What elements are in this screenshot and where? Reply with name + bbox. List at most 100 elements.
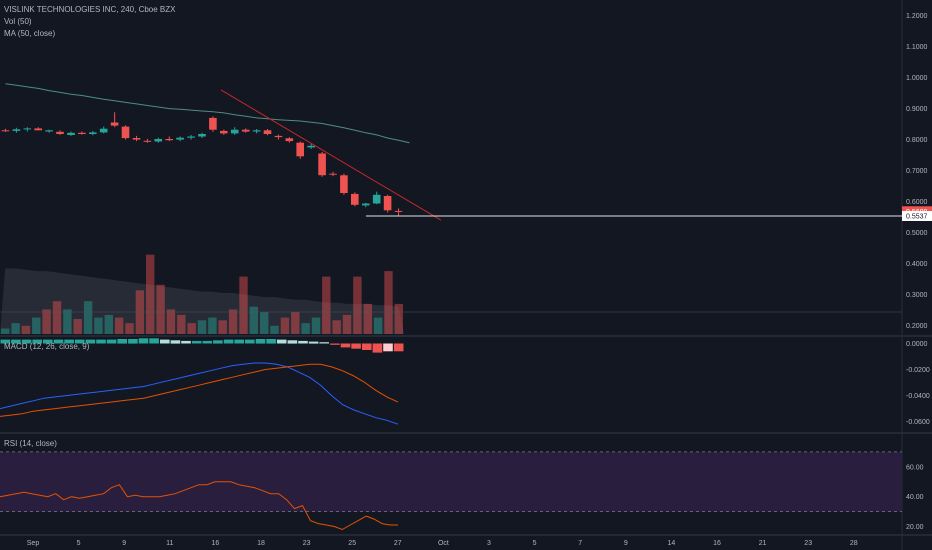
macd-histogram-bar: [234, 339, 244, 344]
candle-body: [89, 132, 97, 134]
rsi-tick-label: 60.00: [906, 464, 924, 471]
line-price-label: 0.5537: [906, 213, 928, 220]
macd-histogram-bar: [191, 340, 202, 344]
macd-tick-label: -0.0400: [906, 393, 930, 400]
candle-body: [241, 129, 250, 132]
macd-histogram-bar: [117, 339, 127, 344]
macd-histogram-bar: [319, 342, 329, 344]
time-tick-label: 23: [804, 540, 812, 547]
time-tick-label: 9: [624, 540, 628, 547]
volume-bar: [394, 303, 403, 334]
time-tick-label: Sep: [27, 540, 40, 547]
rsi-tick-label: 20.00: [906, 524, 924, 531]
volume-bar: [94, 317, 103, 334]
volume-bar: [228, 309, 238, 334]
volume-bar: [73, 319, 82, 334]
candle-body: [274, 135, 283, 138]
signal-line: [0, 363, 399, 417]
macd-histogram-bar: [149, 338, 159, 344]
candle-body: [351, 193, 359, 205]
macd-histogram-bar: [287, 340, 298, 344]
macd-histogram-bar: [202, 340, 213, 344]
rsi-tick-label: 40.00: [906, 494, 924, 501]
time-tick-label: 16: [212, 540, 220, 547]
candle-body: [285, 138, 294, 142]
macd-histogram-bar: [393, 343, 404, 352]
volume-bar: [291, 312, 300, 334]
volume-bar: [260, 312, 269, 334]
volume-bar: [11, 323, 20, 334]
ma-50-line: [5, 83, 410, 144]
volume-bar: [208, 317, 217, 334]
macd-histogram-bar: [181, 340, 191, 344]
volume-bar: [363, 303, 372, 334]
macd-legend: MACD (12, 26, close, 9): [4, 342, 90, 351]
macd-histogram-bar: [85, 339, 96, 344]
volume-legend: Vol (50): [4, 17, 32, 26]
macd-histogram-bar: [74, 339, 85, 344]
candle-body: [12, 129, 21, 131]
volume-bar: [353, 276, 362, 334]
volume-bar: [239, 276, 248, 334]
time-tick-label: 16: [713, 540, 721, 547]
macd-histogram-bar: [128, 339, 138, 344]
macd-histogram-bar: [64, 339, 74, 344]
price-tick-label: 1.2000: [906, 13, 928, 20]
volume-bar: [63, 309, 72, 334]
volume-bar: [104, 314, 113, 334]
rsi-band: [0, 451, 902, 512]
macd-histogram-bar: [308, 341, 319, 344]
macd-histogram-bar: [32, 339, 42, 344]
candle-body: [329, 173, 337, 175]
candle-body: [252, 130, 261, 132]
volume-bar: [384, 271, 393, 334]
macd-histogram-bar: [160, 339, 170, 344]
candle-body: [263, 130, 272, 134]
macd-histogram-bar: [43, 339, 53, 344]
macd-histogram-bar: [372, 343, 383, 353]
macd-histogram-bar: [138, 338, 149, 344]
macd-histogram-bar: [298, 340, 308, 344]
volume-ma-area: [0, 268, 404, 334]
volume-bar: [83, 301, 93, 334]
candle-body: [78, 132, 86, 134]
macd-histogram-bar: [53, 339, 64, 344]
macd-histogram-bar: [11, 339, 21, 344]
time-tick-label: 25: [348, 540, 356, 547]
candle-body: [110, 122, 119, 126]
macd-histogram-bar: [223, 339, 234, 344]
macd-histogram-bar: [351, 343, 361, 349]
time-tick-label: 28: [850, 540, 858, 547]
candle-body: [362, 203, 370, 206]
volume-bar: [373, 317, 383, 334]
price-tick-label: 0.2000: [906, 323, 928, 330]
candle-body: [187, 136, 195, 138]
macd-histogram-bar: [96, 339, 106, 344]
macd-histogram-bar: [170, 340, 181, 344]
volume-bar: [21, 325, 31, 334]
candle-body: [1, 130, 10, 132]
volume-bar: [32, 317, 41, 334]
candle-body: [230, 129, 239, 134]
candle-body: [340, 175, 348, 193]
volume-bar: [177, 314, 186, 334]
candle-body: [165, 139, 173, 141]
volume-bar: [280, 317, 290, 334]
macd-histogram-bar: [340, 343, 351, 348]
candle-body: [34, 128, 42, 131]
macd-histogram-bar: [383, 343, 393, 352]
macd-histogram-bar: [362, 343, 372, 350]
candle-body: [394, 210, 403, 212]
time-tick-label: 5: [533, 540, 537, 547]
rsi-line: [0, 481, 398, 531]
macd-histogram-bar: [330, 343, 340, 345]
macd-histogram-bar: [255, 339, 266, 344]
time-tick-label: 9: [122, 540, 126, 547]
macd-line: [0, 362, 399, 425]
trend-line: [220, 89, 442, 221]
macd-histogram-bar: [106, 339, 117, 344]
time-tick-label: 7: [578, 540, 582, 547]
macd-histogram-bar: [0, 339, 11, 344]
volume-bar: [197, 320, 207, 334]
